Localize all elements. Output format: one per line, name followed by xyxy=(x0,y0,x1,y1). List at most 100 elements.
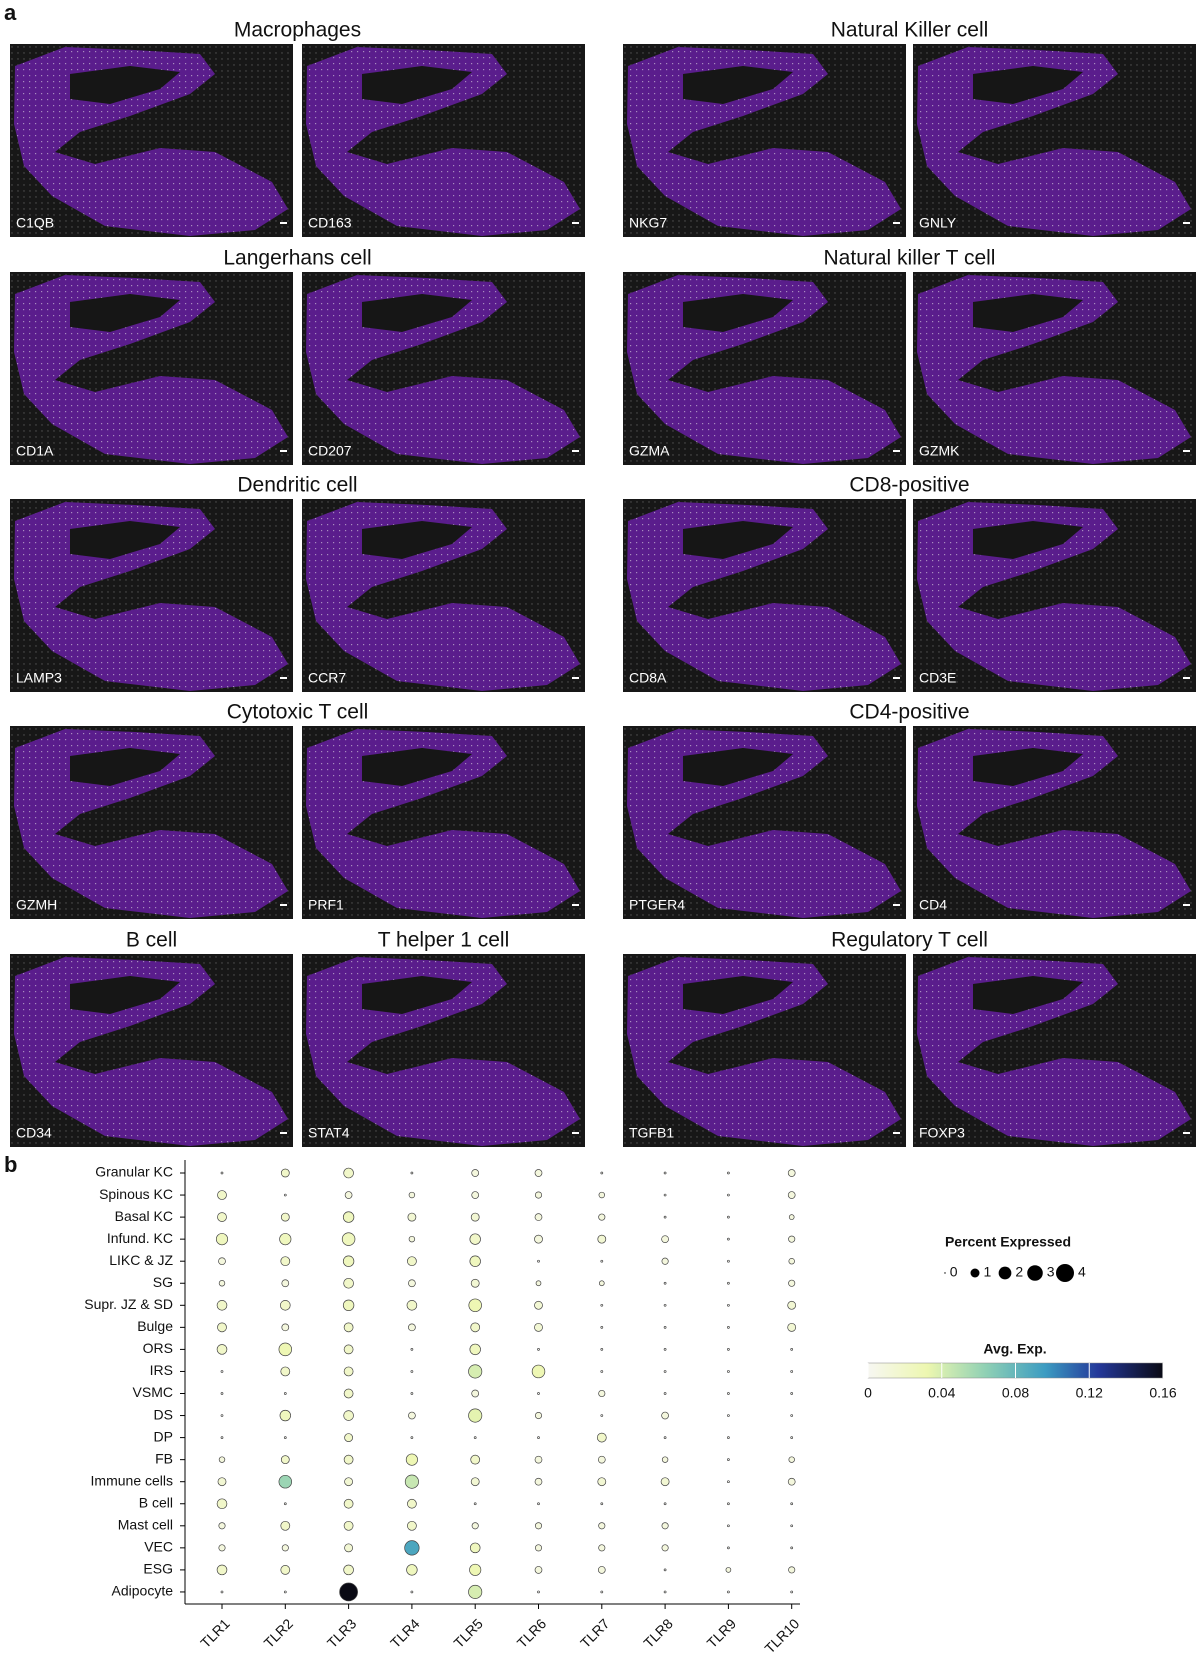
panel-b: Percent Expressed Avg. Exp. Granular KCS… xyxy=(84,1160,1177,1656)
dot xyxy=(601,1348,603,1350)
colorbar-label: 0.04 xyxy=(928,1385,955,1401)
tissue-image xyxy=(302,272,585,465)
dot xyxy=(218,1213,227,1222)
x-tick-label: TLR8 xyxy=(640,1615,676,1651)
dot xyxy=(727,1591,729,1593)
dot xyxy=(472,1170,479,1177)
x-tick-label: TLR3 xyxy=(324,1615,360,1651)
y-tick-label: DS xyxy=(154,1406,173,1422)
dot xyxy=(470,1256,481,1267)
x-tick-label: TLR4 xyxy=(387,1615,423,1651)
dot xyxy=(342,1233,355,1246)
dot xyxy=(788,1301,796,1309)
tissue-image xyxy=(302,44,585,237)
dot xyxy=(601,1370,603,1372)
dot xyxy=(789,1215,794,1220)
y-tick-label: Immune cells xyxy=(91,1472,173,1488)
dot xyxy=(281,1213,289,1221)
dot xyxy=(217,1565,227,1575)
y-tick-label: IRS xyxy=(150,1362,173,1378)
dot xyxy=(662,1258,668,1264)
dot xyxy=(727,1282,729,1284)
dot xyxy=(601,1304,603,1306)
tissue-image xyxy=(913,44,1196,237)
dot xyxy=(535,1545,541,1551)
dot xyxy=(791,1525,793,1527)
dot xyxy=(407,1499,416,1508)
y-tick-label: ESG xyxy=(143,1561,173,1577)
dot xyxy=(597,1433,606,1442)
group-title: T helper 1 cell xyxy=(378,929,510,952)
dot xyxy=(598,1235,606,1243)
dot xyxy=(537,1392,539,1394)
y-tick-label: SG xyxy=(153,1274,173,1290)
dot xyxy=(408,1412,415,1419)
dot xyxy=(789,1280,795,1286)
dot xyxy=(599,1192,605,1198)
dot xyxy=(217,1344,227,1354)
dot xyxy=(727,1260,729,1262)
gene-label: C1QB xyxy=(16,215,54,231)
dot xyxy=(281,1456,289,1464)
size-legend-dot xyxy=(944,1272,945,1273)
dot xyxy=(469,1299,482,1312)
dot xyxy=(411,1370,413,1372)
dot xyxy=(534,1301,542,1309)
dot xyxy=(343,1300,354,1311)
dot xyxy=(472,1390,479,1397)
dot xyxy=(727,1547,729,1549)
dot xyxy=(599,1281,604,1286)
tissue-image xyxy=(623,44,906,237)
dot xyxy=(664,1591,666,1593)
tissue-image xyxy=(913,499,1196,692)
group-title: Natural Killer cell xyxy=(831,19,989,42)
dot xyxy=(727,1437,729,1439)
dot xyxy=(535,1523,541,1529)
size-legend-dot xyxy=(971,1269,980,1278)
dot xyxy=(344,1168,354,1178)
gene-label: TGFB1 xyxy=(629,1125,674,1141)
dot xyxy=(219,1457,225,1463)
dot xyxy=(221,1172,223,1174)
dot xyxy=(535,1192,541,1198)
size-legend-dot xyxy=(1027,1265,1043,1281)
dot xyxy=(471,1323,480,1332)
dot xyxy=(407,1300,417,1310)
dot xyxy=(411,1348,413,1350)
group-title: CD4-positive xyxy=(849,701,969,724)
dot xyxy=(727,1459,729,1461)
dot xyxy=(601,1172,603,1174)
dot xyxy=(406,1454,417,1465)
y-tick-label: LIKC & JZ xyxy=(109,1252,173,1268)
gene-label: FOXP3 xyxy=(919,1125,965,1141)
dot xyxy=(598,1566,605,1573)
x-tick-label: TLR9 xyxy=(704,1615,740,1651)
gene-label: CCR7 xyxy=(308,670,346,686)
dot xyxy=(791,1370,793,1372)
dot xyxy=(727,1503,729,1505)
dot xyxy=(344,1521,353,1530)
dot xyxy=(411,1437,413,1439)
y-tick-label: Granular KC xyxy=(95,1164,173,1180)
size-legend-label: 1 xyxy=(984,1264,992,1280)
size-legend-dot xyxy=(1056,1264,1074,1282)
dot xyxy=(284,1392,286,1394)
dot xyxy=(727,1525,729,1527)
y-tick-label: Spinous KC xyxy=(99,1186,173,1202)
size-legend-label: 2 xyxy=(1015,1264,1023,1280)
dot xyxy=(280,1300,290,1310)
y-tick-label: FB xyxy=(155,1450,173,1466)
colorbar-label: 0.08 xyxy=(1002,1385,1029,1401)
dot xyxy=(537,1437,539,1439)
dot xyxy=(791,1437,793,1439)
dot xyxy=(408,1213,416,1221)
x-tick-label: TLR5 xyxy=(450,1615,486,1651)
tissue-image xyxy=(302,726,585,919)
x-tick-label: TLR1 xyxy=(197,1615,233,1651)
dot xyxy=(469,1585,482,1598)
dot xyxy=(791,1591,793,1593)
tissue-image xyxy=(10,726,293,919)
dot xyxy=(664,1348,666,1350)
gene-label: PRF1 xyxy=(308,897,344,913)
